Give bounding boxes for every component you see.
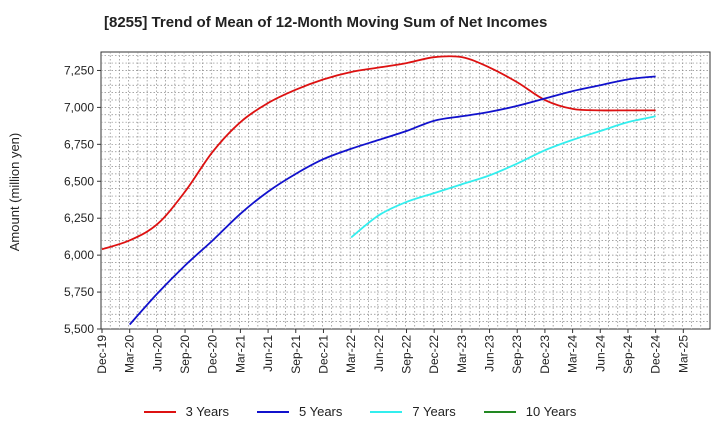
- x-tick-label: Mar-21: [233, 335, 247, 373]
- x-tick-label: Dec-23: [538, 335, 552, 374]
- x-tick-label: Mar-22: [344, 335, 358, 373]
- line-chart: 5,500 5,750 6,000 6,250 6,500 6,750 7,000 7,250…: [7, 51, 711, 374]
- y-tick-label: 5,500: [64, 322, 94, 336]
- series-line-5-years: [129, 75, 656, 326]
- legend-swatch: [143, 410, 176, 413]
- legend-item: 7 Years: [370, 404, 456, 419]
- legend-label: 7 Years: [412, 404, 456, 419]
- x-tick-label: Mar-24: [566, 335, 580, 373]
- x-tick-label: Sep-24: [621, 335, 635, 374]
- series-line-7-years: [350, 115, 656, 239]
- x-tick-label: Jun-23: [483, 335, 497, 372]
- x-tick-label: Dec-20: [206, 335, 220, 374]
- legend: 3 Years 5 Years 7 Years 10 Years: [0, 404, 720, 419]
- x-tick-label: Dec-24: [649, 335, 663, 374]
- x-tick-label: Sep-23: [510, 335, 524, 374]
- legend-swatch: [257, 410, 289, 413]
- chart-title: [8255] Trend of Mean of 12-Month Moving …: [104, 14, 548, 31]
- y-tick-label: 6,500: [64, 174, 94, 188]
- x-tick-label: Dec-19: [95, 335, 109, 374]
- x-tick-label: Jun-20: [150, 335, 164, 372]
- x-tick-label: Mar-20: [123, 335, 137, 373]
- x-tick-label: Jun-22: [372, 335, 386, 372]
- series-line-3-years: [101, 55, 656, 251]
- y-tick-label: 5,750: [64, 285, 94, 299]
- legend-swatch: [483, 410, 516, 413]
- x-tick-label: Sep-22: [400, 335, 414, 374]
- y-tick-label: 6,750: [64, 137, 94, 151]
- x-tick-label: Mar-23: [455, 335, 469, 373]
- y-tick-label: 7,000: [64, 100, 94, 114]
- x-tick-label: Dec-22: [427, 335, 441, 374]
- y-tick-label: 6,250: [64, 211, 94, 225]
- y-axis-label: Amount (million yen): [7, 133, 22, 252]
- x-tick-label: Mar-25: [676, 335, 690, 373]
- x-tick-label: Jun-24: [593, 335, 607, 372]
- x-tick-label: Jun-21: [261, 335, 275, 372]
- legend-label: 10 Years: [525, 404, 577, 419]
- x-tick-label: Dec-21: [316, 335, 330, 374]
- legend-label: 5 Years: [299, 404, 343, 419]
- legend-swatch: [370, 410, 403, 413]
- x-tick-label: Sep-20: [178, 335, 192, 374]
- legend-item: 5 Years: [257, 404, 342, 419]
- y-tick-label: 7,250: [64, 63, 94, 77]
- legend-item: 10 Years: [483, 404, 577, 419]
- y-tick-label: 6,000: [64, 248, 94, 262]
- legend-label: 3 Years: [185, 404, 229, 419]
- legend-item: 3 Years: [143, 404, 229, 419]
- x-tick-label: Sep-21: [289, 335, 303, 374]
